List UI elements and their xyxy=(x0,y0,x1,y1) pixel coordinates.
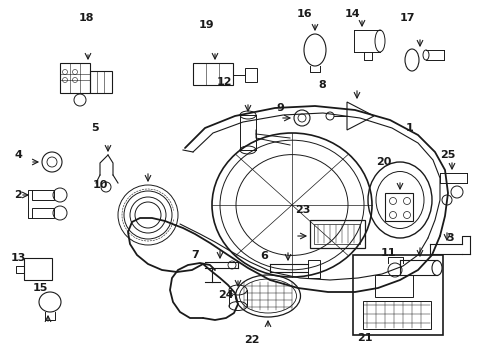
Text: 7: 7 xyxy=(191,250,199,260)
Bar xyxy=(60,63,90,93)
Text: 10: 10 xyxy=(92,180,107,190)
Text: 8: 8 xyxy=(318,80,325,90)
Text: 6: 6 xyxy=(260,251,267,261)
Text: 2: 2 xyxy=(14,190,22,200)
Bar xyxy=(90,71,112,93)
Text: 9: 9 xyxy=(276,103,284,113)
Text: 18: 18 xyxy=(78,13,94,23)
Bar xyxy=(32,190,54,200)
Bar xyxy=(313,224,359,244)
Text: 12: 12 xyxy=(216,77,231,87)
Text: 3: 3 xyxy=(445,233,453,243)
Text: 14: 14 xyxy=(344,9,359,19)
Text: 11: 11 xyxy=(380,248,395,258)
Text: 1: 1 xyxy=(406,123,413,133)
Bar xyxy=(374,275,412,297)
Bar xyxy=(307,260,319,278)
Text: 17: 17 xyxy=(398,13,414,23)
Bar xyxy=(32,208,54,218)
Bar xyxy=(352,255,442,335)
Bar xyxy=(24,258,52,280)
Text: 25: 25 xyxy=(439,150,455,160)
Bar xyxy=(244,68,257,82)
Text: 24: 24 xyxy=(218,290,233,300)
Text: 4: 4 xyxy=(14,150,22,160)
Bar xyxy=(362,301,430,329)
Text: 20: 20 xyxy=(376,157,391,167)
Text: 19: 19 xyxy=(199,20,214,30)
Text: 16: 16 xyxy=(296,9,311,19)
Bar xyxy=(193,63,232,85)
Text: 15: 15 xyxy=(32,283,48,293)
Bar xyxy=(309,220,364,248)
Text: 5: 5 xyxy=(91,123,99,133)
Text: 13: 13 xyxy=(10,253,26,263)
Bar xyxy=(384,193,412,221)
Text: 22: 22 xyxy=(244,335,259,345)
Text: 23: 23 xyxy=(295,205,310,215)
Text: 21: 21 xyxy=(357,333,372,343)
